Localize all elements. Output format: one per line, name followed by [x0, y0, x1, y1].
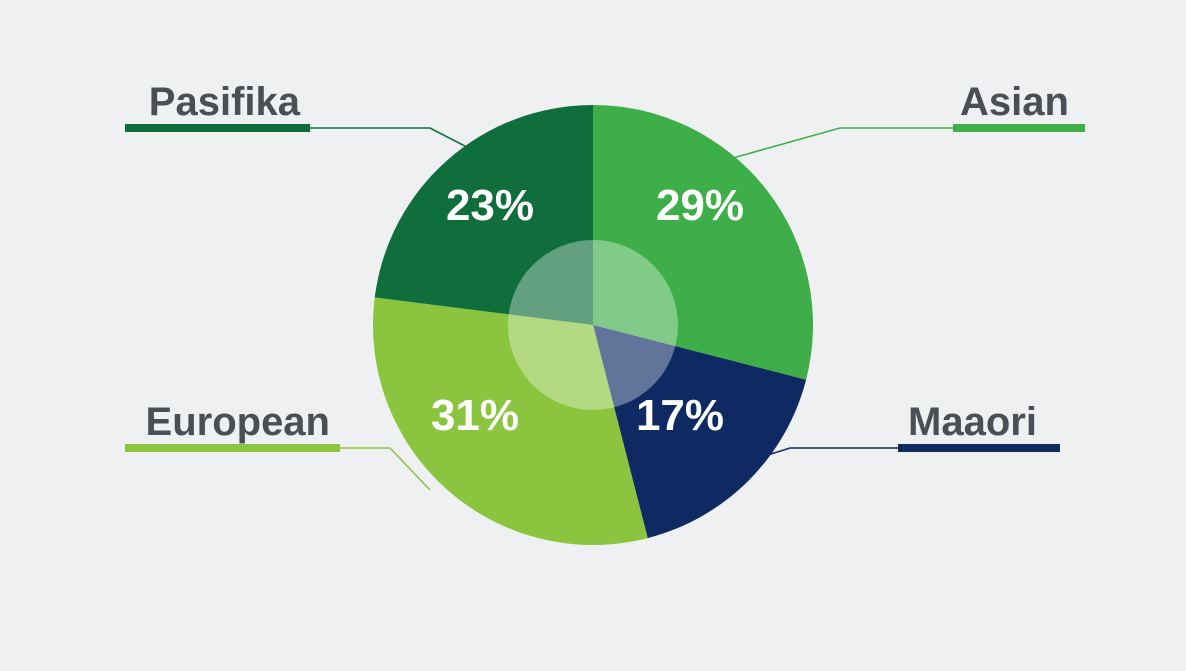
slice-pct-pasifika: 23%: [446, 181, 534, 230]
slice-pct-maaori: 17%: [636, 391, 724, 440]
inner-circle: [508, 240, 678, 410]
ethnicity-pie-chart: 29% 17% 31% 23% Asian Maaori European Pasifika: [0, 0, 1186, 671]
slice-pct-asian: 29%: [656, 181, 744, 230]
slice-pct-european: 31%: [431, 391, 519, 440]
callout-label-maaori: Maaori: [908, 400, 1037, 444]
callout-label-asian: Asian: [960, 80, 1069, 124]
callout-label-pasifika: Pasifika: [149, 80, 301, 124]
callout-label-european: European: [146, 400, 330, 444]
